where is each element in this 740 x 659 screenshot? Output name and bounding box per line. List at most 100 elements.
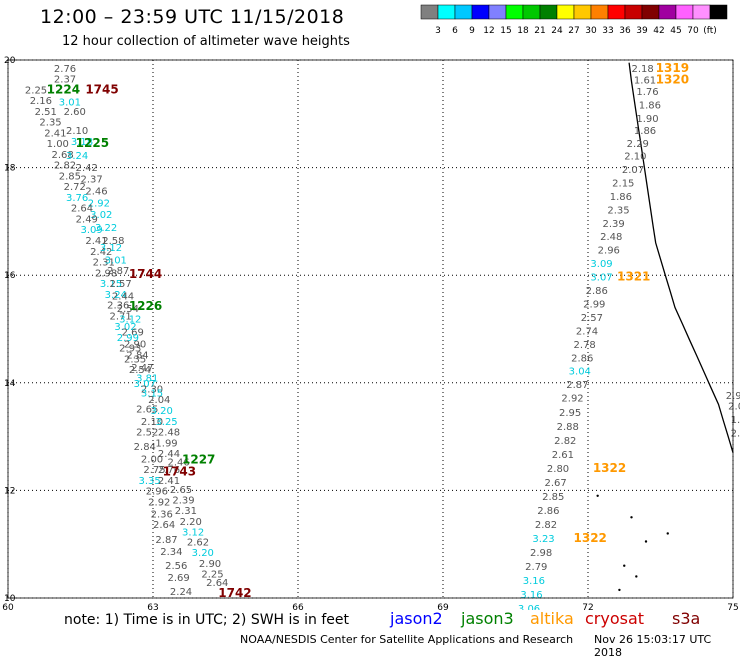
- island-marker: [666, 532, 669, 535]
- swh-value-label: 2.85: [59, 171, 81, 182]
- pass-time-label: 1322: [593, 461, 626, 475]
- swh-value-label: 2.58: [102, 236, 124, 247]
- colorbar-label: 15: [500, 26, 511, 36]
- swh-value-label: 2.99: [583, 299, 605, 310]
- pass-time-label: 1224: [47, 82, 80, 96]
- x-tick-label: 75: [727, 603, 738, 610]
- colorbar-label: 18: [517, 26, 529, 36]
- x-tick-label: 66: [292, 603, 304, 610]
- swh-value-label: 3.18: [71, 137, 93, 148]
- swh-value-label: 2.18: [632, 64, 654, 75]
- swh-value-label: 2.37: [81, 175, 103, 186]
- pass-time-label: 1742: [218, 586, 251, 600]
- swh-value-label: 2.62: [187, 537, 209, 548]
- swh-value-label: 2.69: [168, 573, 190, 584]
- swh-value-label: 1.86: [610, 192, 632, 203]
- swh-value-label: 2.67: [545, 478, 567, 489]
- units-note: note: 1) Time is in UTC; 2) SWH is in fe…: [64, 612, 350, 628]
- swh-value-label: 2.31: [93, 258, 115, 269]
- swh-value-label: 2.87: [107, 266, 129, 277]
- legend-jason2: jason2: [390, 609, 443, 628]
- swh-value-label: 3.02: [114, 322, 136, 333]
- swh-value-label: 3.81: [136, 374, 158, 385]
- swh-value-label: 2.78: [574, 340, 596, 351]
- swh-value-label: 2.86: [586, 286, 608, 297]
- chart-subtitle: 12 hour collection of altimeter wave hei…: [62, 34, 350, 49]
- swh-value-label: 2.87: [155, 535, 177, 546]
- swh-value-label: 2.60: [64, 107, 86, 118]
- swh-value-label: 2.96: [598, 246, 620, 257]
- swh-value-label: 2.74: [576, 326, 598, 337]
- swh-value-label: 3.23: [532, 534, 554, 545]
- colorbar-label: 9: [469, 26, 475, 36]
- island-marker: [596, 494, 599, 497]
- wave-height-map: 60 63 66 69 72 751012141618202.762.372.252.16…: [2, 56, 740, 610]
- swh-value-label: 2.65: [136, 404, 158, 415]
- swh-value-label: 3.15: [100, 279, 122, 290]
- swh-value-label: 2.80: [547, 464, 569, 475]
- swh-value-label: 2.68: [52, 150, 74, 161]
- swh-value-label: 2.54: [129, 365, 151, 376]
- colorbar-label: (ft): [703, 26, 717, 36]
- swh-value-label: 2.25: [25, 85, 47, 96]
- colorbar-label: 42: [653, 26, 664, 36]
- colorbar-label: 33: [602, 26, 613, 36]
- colorbar-label: 12: [483, 26, 494, 36]
- swh-value-label: 2.57: [110, 279, 132, 290]
- swh-value-label: 2.1: [731, 429, 740, 440]
- swh-value-label: 2.42: [90, 247, 112, 258]
- swh-value-label: 3.24: [66, 151, 88, 162]
- swh-value-label: 1.61: [634, 76, 656, 87]
- swh-value-label: 2.76: [54, 64, 76, 75]
- swh-value-label: 3.01: [59, 98, 81, 109]
- swh-value-label: 2.51: [35, 107, 57, 118]
- swh-value-label: 2.49: [76, 214, 98, 225]
- swh-value-label: 2.29: [627, 139, 649, 150]
- pass-time-label: 1320: [656, 73, 689, 87]
- swh-value-label: 2.04: [148, 395, 170, 406]
- swh-value-label: 2.35: [39, 118, 61, 129]
- island-marker: [644, 540, 648, 543]
- swh-value-label: 2.88: [557, 422, 579, 433]
- swh-value-label: 3.02: [90, 210, 112, 221]
- swh-value-label: 2.61: [552, 450, 574, 461]
- colorbar-label: 24: [551, 26, 563, 36]
- swh-value-label: 2.31: [175, 506, 197, 517]
- swh-value-label: 2.82: [54, 161, 76, 172]
- pass-time-label: 1745: [85, 82, 118, 96]
- swh-value-label: 2.64: [153, 520, 175, 531]
- swh-value-label: 3.12: [100, 243, 122, 254]
- swh-value-label: 2.39: [603, 219, 625, 230]
- swh-value-label: 2.37: [54, 75, 76, 86]
- swh-value-label: 2.25: [201, 570, 223, 581]
- swh-value-label: 2.34: [160, 547, 182, 558]
- colorbar-swatch: [709, 4, 728, 20]
- swh-value-label: 2.69: [122, 327, 144, 338]
- swh-value-label: 2.56: [165, 561, 187, 572]
- colorbar-label: 39: [636, 26, 648, 36]
- plot-frame: [7, 59, 734, 599]
- island-marker: [623, 564, 626, 567]
- swh-value-label: 3.25: [155, 417, 177, 428]
- legend-jason3: jason3: [461, 609, 514, 628]
- swh-value-label: 2.47: [131, 363, 153, 374]
- swh-value-label: 3.09: [81, 225, 103, 236]
- pass-time-label: 1226: [129, 299, 162, 313]
- x-tick-label: 63: [147, 603, 158, 610]
- swh-value-label: 2.57: [581, 313, 603, 324]
- swh-value-label: 3.07: [134, 379, 156, 390]
- swh-value-label: 3.06: [518, 604, 540, 610]
- swh-value-label: 2.07: [622, 165, 644, 176]
- swh-value-label: 2.46: [168, 458, 190, 469]
- swh-value-label: 3.20: [151, 406, 173, 417]
- swh-value-label: 2.65: [170, 485, 192, 496]
- swh-value-label: 2.15: [612, 178, 634, 189]
- swh-value-label: 2.00: [141, 454, 163, 465]
- swh-value-label: 2.54: [117, 304, 139, 315]
- y-tick-label: 16: [4, 271, 16, 281]
- pass-time-label: 1321: [617, 270, 650, 284]
- x-tick-label: 72: [582, 603, 593, 610]
- swh-value-label: 2.48: [158, 428, 180, 439]
- colorbar-label: 21: [534, 26, 545, 36]
- swh-value-label: 3.16: [520, 590, 542, 601]
